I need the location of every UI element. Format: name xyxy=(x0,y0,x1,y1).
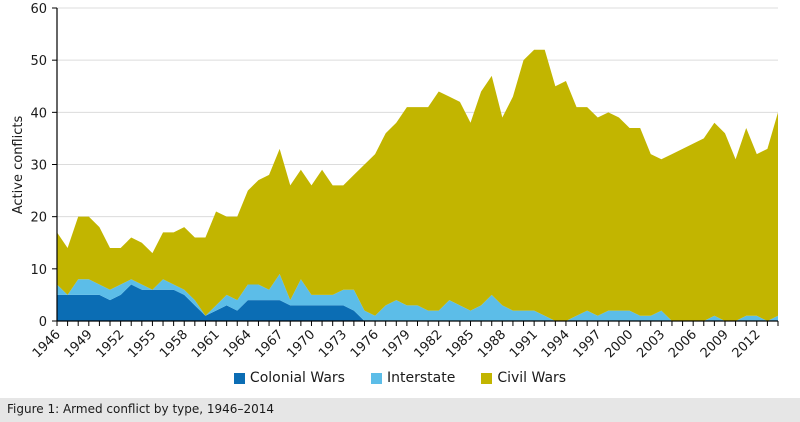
legend-item-civil: Civil Wars xyxy=(481,370,566,386)
y-axis-title: Active conflicts xyxy=(11,116,26,215)
x-tick-label: 1982 xyxy=(412,327,446,361)
x-tick-labels: 1946194919521955195819611964196719701973… xyxy=(30,327,764,361)
legend-swatch-colonial xyxy=(233,372,245,384)
area-colonial-wars xyxy=(57,284,778,321)
area-civil-wars xyxy=(57,49,778,321)
y-tick-label: 60 xyxy=(30,2,47,17)
legend-item-interstate: Interstate xyxy=(370,370,456,386)
x-tick-label: 1964 xyxy=(221,327,255,361)
x-tick-label: 1958 xyxy=(157,327,191,361)
x-tick-label: 1952 xyxy=(93,327,127,361)
x-tick-label: 1973 xyxy=(316,327,350,361)
y-tick-label: 0 xyxy=(39,315,47,330)
x-tick-label: 2003 xyxy=(634,327,668,361)
area-interstate xyxy=(57,274,778,321)
x-tick-label: 1991 xyxy=(507,327,541,361)
x-tick-label: 2000 xyxy=(602,327,636,361)
y-tick-label: 10 xyxy=(30,263,47,278)
y-tick-labels: 0 10 20 30 40 50 60 xyxy=(30,2,47,330)
caption-bar: Figure 1: Armed conflict by type, 1946–2… xyxy=(0,398,800,422)
legend-label-civil: Civil Wars xyxy=(497,370,567,386)
legend: Colonial Wars Interstate Civil Wars xyxy=(0,370,800,386)
legend-label-interstate: Interstate xyxy=(386,370,456,386)
x-tick-label: 2012 xyxy=(730,327,764,361)
x-tick-label: 1949 xyxy=(62,327,96,361)
x-tick-label: 1976 xyxy=(348,327,382,361)
x-tick-label: 2006 xyxy=(666,327,700,361)
figure-caption: Figure 1: Armed conflict by type, 1946–2… xyxy=(7,402,274,416)
y-tick-label: 50 xyxy=(30,54,47,69)
axes xyxy=(52,7,779,326)
x-tick-label: 1970 xyxy=(284,327,318,361)
x-tick-label: 1994 xyxy=(539,327,573,361)
area-series xyxy=(57,49,778,321)
x-tick-label: 1955 xyxy=(125,327,159,361)
x-tick-label: 1961 xyxy=(189,327,223,361)
x-tick-label: 1988 xyxy=(475,327,509,361)
x-tick-label: 1946 xyxy=(30,327,64,361)
legend-label-colonial: Colonial Wars xyxy=(249,370,345,386)
x-tick-label: 2009 xyxy=(698,327,732,361)
x-tick-label: 1979 xyxy=(380,327,414,361)
x-tick-label: 1985 xyxy=(443,327,477,361)
y-tick-label: 40 xyxy=(30,106,47,121)
y-tick-label: 20 xyxy=(30,211,47,226)
legend-swatch-interstate xyxy=(370,372,382,384)
legend-item-colonial: Colonial Wars xyxy=(233,370,345,386)
legend-swatch-civil xyxy=(481,372,493,384)
y-tick-label: 30 xyxy=(30,159,47,174)
x-tick-label: 1997 xyxy=(571,327,605,361)
x-tick-label: 1967 xyxy=(252,327,286,361)
